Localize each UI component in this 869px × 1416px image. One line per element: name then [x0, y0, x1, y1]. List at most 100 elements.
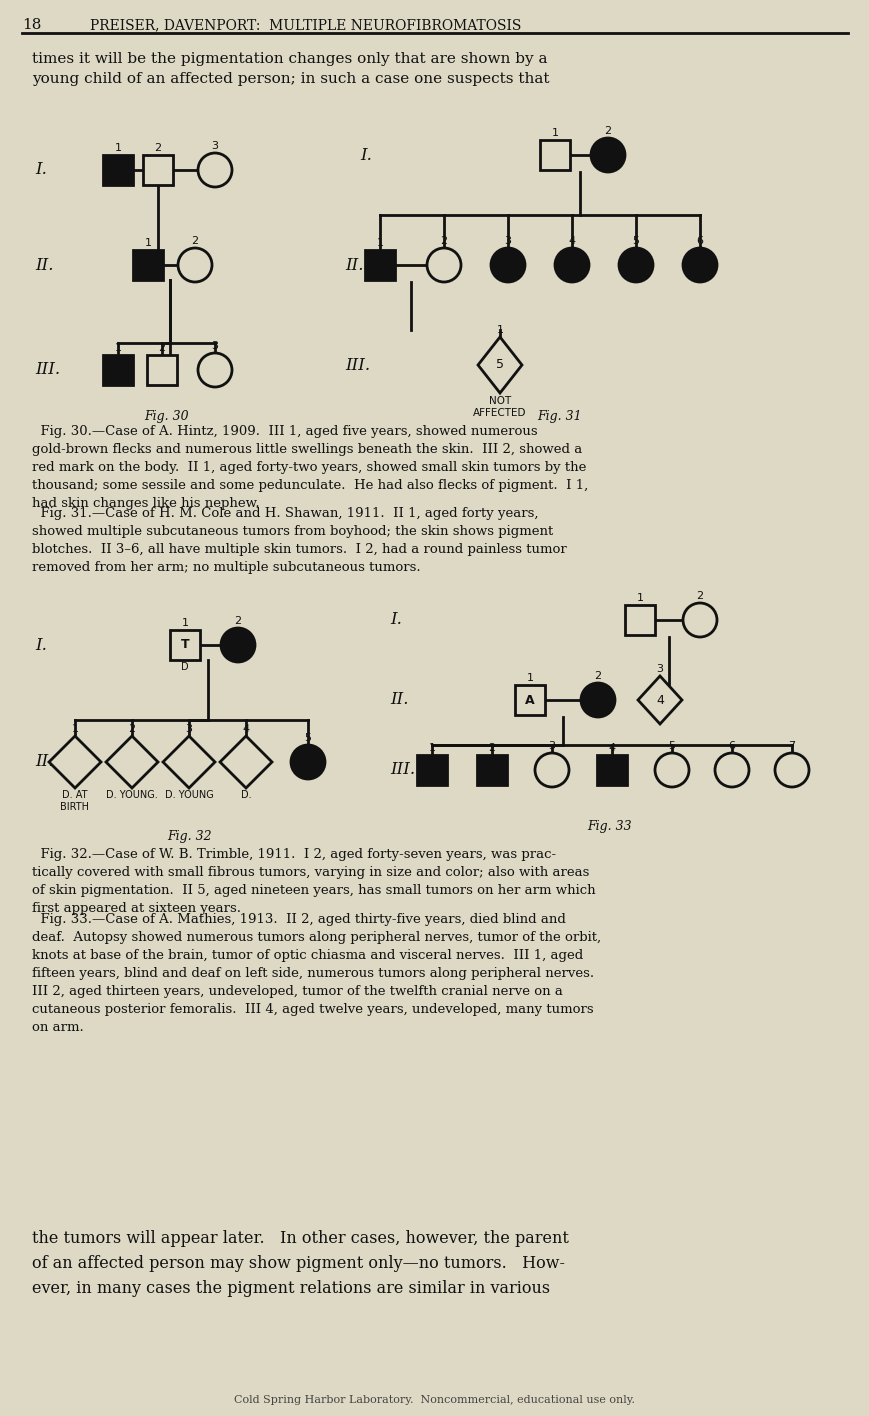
Text: III.: III. [389, 762, 415, 779]
Text: D: D [181, 663, 189, 673]
Text: 5: 5 [667, 741, 674, 750]
Text: Fig. 32.—Case of W. B. Trimble, 1911.  I 2, aged forty-seven years, was prac-
ti: Fig. 32.—Case of W. B. Trimble, 1911. I … [32, 848, 595, 915]
Text: 1: 1 [551, 127, 558, 137]
Text: 6: 6 [696, 236, 703, 246]
Polygon shape [106, 736, 158, 787]
Text: II.: II. [345, 256, 363, 273]
Circle shape [714, 753, 748, 787]
Text: I.: I. [360, 146, 371, 163]
Circle shape [682, 603, 716, 637]
Text: 1: 1 [182, 617, 189, 629]
Text: II.: II. [35, 753, 53, 770]
Text: times it will be the pigmentation changes only that are shown by a
young child o: times it will be the pigmentation change… [32, 52, 549, 86]
Circle shape [198, 353, 232, 387]
Circle shape [654, 753, 688, 787]
Bar [147, 355, 176, 385]
Text: II.: II. [35, 256, 53, 273]
Circle shape [427, 248, 461, 282]
Text: NOT
AFFECTED: NOT AFFECTED [473, 396, 526, 418]
Bar [133, 251, 163, 280]
Bar [103, 154, 133, 185]
Text: Fig. 33: Fig. 33 [587, 820, 632, 833]
Text: 1: 1 [636, 593, 643, 603]
Text: 1: 1 [526, 673, 533, 683]
Text: 2: 2 [129, 724, 136, 733]
Text: 5: 5 [304, 733, 311, 743]
Bar [365, 251, 395, 280]
Polygon shape [49, 736, 101, 787]
Circle shape [554, 248, 588, 282]
Text: 2: 2 [594, 671, 600, 681]
Circle shape [682, 248, 716, 282]
Polygon shape [637, 675, 681, 724]
Text: 1: 1 [376, 238, 383, 248]
Circle shape [198, 153, 232, 187]
Text: I.: I. [35, 161, 47, 178]
Text: 2: 2 [696, 590, 703, 600]
Text: 3: 3 [504, 236, 511, 246]
Text: Fig. 31.—Case of H. M. Cole and H. Shawan, 1911.  II 1, aged forty years,
showed: Fig. 31.—Case of H. M. Cole and H. Shawa… [32, 507, 566, 573]
Circle shape [590, 137, 624, 171]
Circle shape [534, 753, 568, 787]
Bar [624, 605, 654, 634]
Text: the tumors will appear later.   In other cases, however, the parent
of an affect: the tumors will appear later. In other c… [32, 1231, 568, 1297]
Polygon shape [477, 337, 521, 394]
Text: 7: 7 [787, 741, 794, 750]
Text: A: A [525, 694, 534, 707]
Circle shape [290, 745, 325, 779]
Text: 1: 1 [71, 724, 78, 733]
Text: 3: 3 [211, 142, 218, 152]
Text: T: T [181, 639, 189, 651]
Circle shape [618, 248, 653, 282]
Text: D. YOUNG: D. YOUNG [164, 790, 213, 800]
Text: 5: 5 [495, 358, 503, 371]
Text: 2: 2 [604, 126, 611, 136]
Text: D. YOUNG.: D. YOUNG. [106, 790, 157, 800]
Text: 3: 3 [211, 341, 218, 351]
Text: 1: 1 [428, 743, 435, 753]
Text: I.: I. [389, 612, 401, 629]
Text: 2: 2 [440, 236, 447, 246]
Text: 4: 4 [655, 694, 663, 707]
Text: III.: III. [35, 361, 60, 378]
Text: Fig. 30: Fig. 30 [144, 411, 189, 423]
Circle shape [774, 753, 808, 787]
Circle shape [490, 248, 524, 282]
Text: 2: 2 [191, 236, 198, 246]
Text: D. AT
BIRTH: D. AT BIRTH [61, 790, 90, 811]
Text: PREISER, DAVENPORT:  MULTIPLE NEUROFIBROMATOSIS: PREISER, DAVENPORT: MULTIPLE NEUROFIBROM… [90, 18, 521, 33]
Polygon shape [220, 736, 272, 787]
Text: Fig. 33.—Case of A. Mathies, 1913.  II 2, aged thirty-five years, died blind and: Fig. 33.—Case of A. Mathies, 1913. II 2,… [32, 913, 600, 1034]
Bar [143, 154, 173, 185]
Text: Fig. 32: Fig. 32 [168, 830, 212, 843]
Text: 1: 1 [115, 343, 122, 353]
Text: 4: 4 [242, 724, 249, 733]
Text: I.: I. [35, 637, 47, 654]
Text: 3: 3 [656, 664, 663, 674]
Bar [540, 140, 569, 170]
Text: 2: 2 [155, 143, 162, 153]
Text: 3: 3 [185, 724, 192, 733]
Text: 4: 4 [567, 236, 575, 246]
Text: Fig. 31: Fig. 31 [537, 411, 581, 423]
Text: 2: 2 [234, 616, 242, 626]
Text: Fig. 30.—Case of A. Hintz, 1909.  III 1, aged five years, showed numerous
gold-b: Fig. 30.—Case of A. Hintz, 1909. III 1, … [32, 425, 587, 510]
Circle shape [580, 683, 614, 716]
Text: 1: 1 [144, 238, 151, 248]
Text: 3: 3 [547, 741, 555, 750]
Text: 1: 1 [115, 143, 122, 153]
Text: 4: 4 [607, 743, 615, 753]
Circle shape [178, 248, 212, 282]
Bar [103, 355, 133, 385]
Bar [416, 755, 447, 784]
Bar [169, 630, 200, 660]
Text: Cold Spring Harbor Laboratory.  Noncommercial, educational use only.: Cold Spring Harbor Laboratory. Noncommer… [235, 1395, 634, 1405]
Text: 18: 18 [22, 18, 42, 33]
Text: 2: 2 [158, 343, 165, 353]
Text: 6: 6 [727, 741, 734, 750]
Text: 2: 2 [488, 743, 495, 753]
Bar [514, 685, 544, 715]
Bar [596, 755, 627, 784]
Circle shape [221, 629, 255, 663]
Text: 5: 5 [632, 236, 639, 246]
